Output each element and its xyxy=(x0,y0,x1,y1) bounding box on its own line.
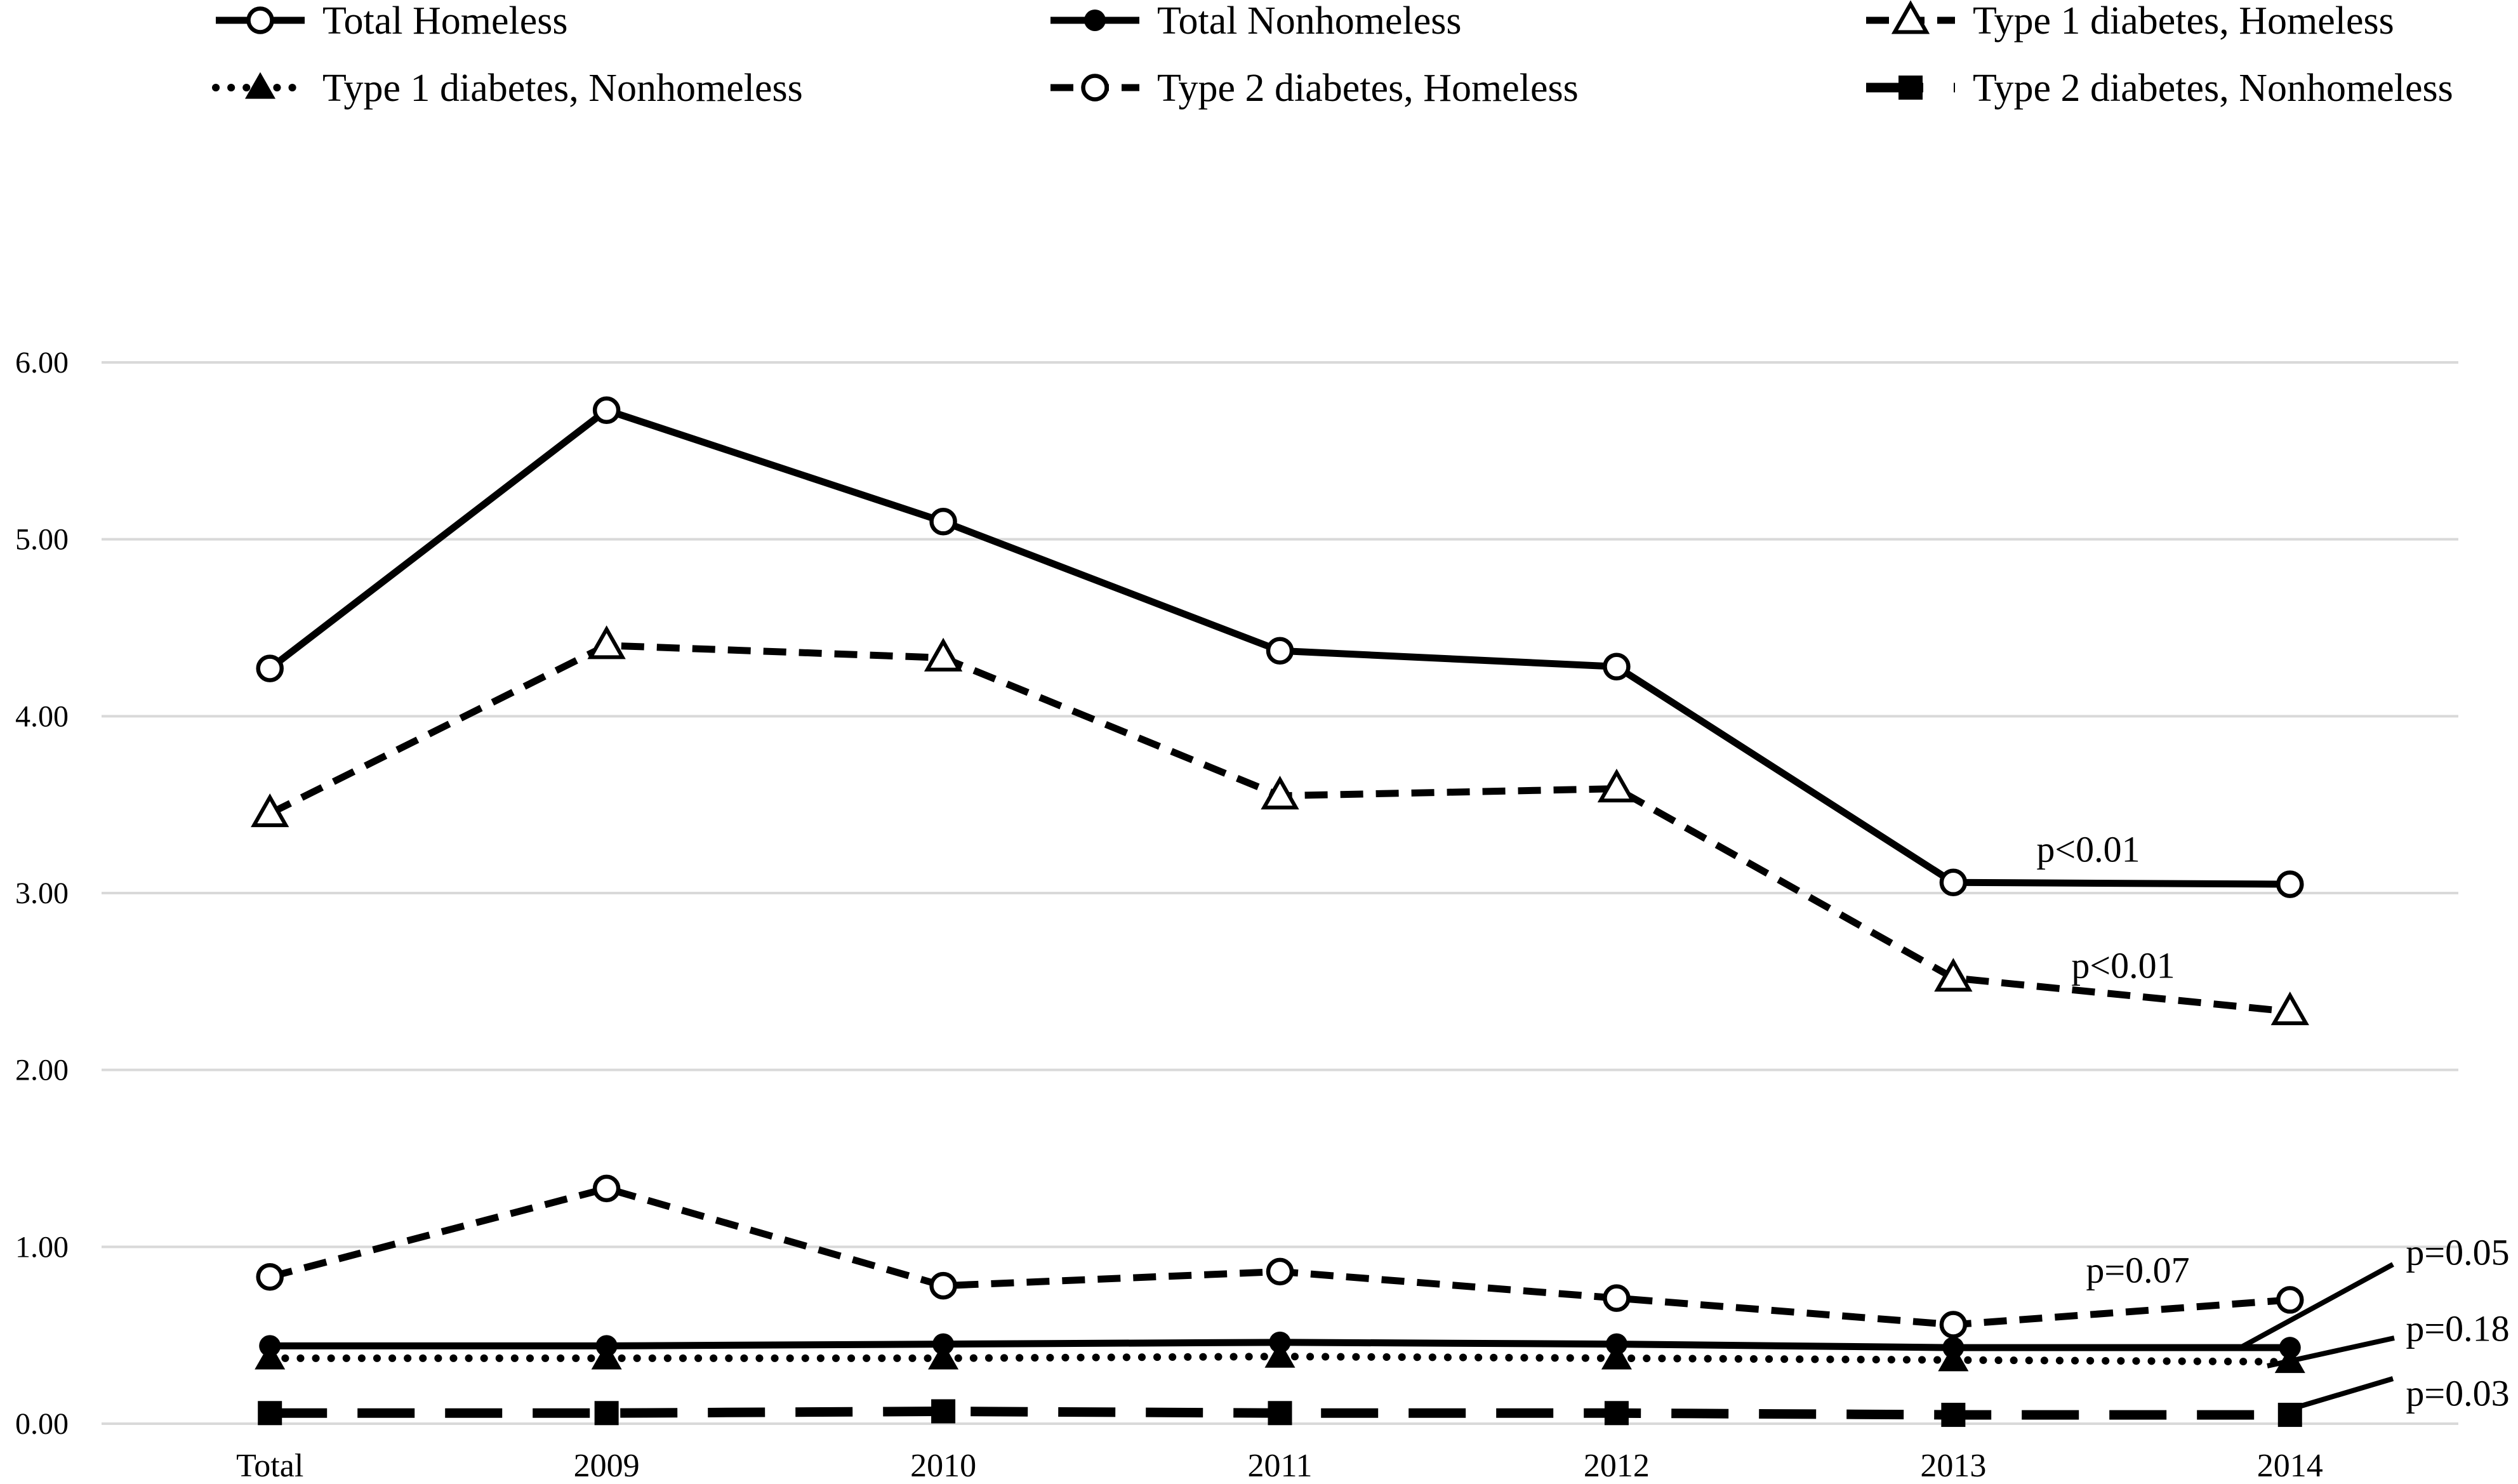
marker-type-2-diabetes-homeless xyxy=(1939,1311,1968,1339)
marker-type-1-diabetes-homeless xyxy=(1597,768,1636,803)
marker-total-nonhomeless xyxy=(595,1335,618,1357)
legend-label-type-1-diabetes-homeless: Type 1 diabetes, Homeless xyxy=(1973,0,2394,43)
annotation-type-2-diabetes-nonhomeless: p=0.03 xyxy=(2406,1372,2509,1414)
marker-type-2-diabetes-homeless xyxy=(1266,1257,1294,1286)
marker-type-1-diabetes-homeless xyxy=(924,637,963,672)
marker-type-1-diabetes-homeless xyxy=(1261,776,1299,810)
marker-type-1-diabetes-nonhomeless xyxy=(1601,1342,1632,1370)
marker-type-1-diabetes-homeless xyxy=(587,625,626,659)
marker-type-2-diabetes-nonhomeless xyxy=(931,1399,956,1424)
y-tick-label: 5.00 xyxy=(15,523,69,557)
legend-item-type-2-diabetes-homeless: Type 2 diabetes, Homeless xyxy=(1050,67,1579,110)
legend-item-type-2-diabetes-nonhomeless: Type 2 diabetes, Nonhomeless xyxy=(1866,67,2453,110)
marker-total-nonhomeless xyxy=(1269,1331,1291,1353)
legend-label-type-2-diabetes-nonhomeless: Type 2 diabetes, Nonhomeless xyxy=(1973,67,2453,110)
x-tick-label: 2013 xyxy=(1920,1448,1986,1484)
x-tick-label: 2014 xyxy=(2257,1448,2323,1484)
marker-total-homeless xyxy=(1603,653,1631,681)
legend-marker-type-1-diabetes-nonhomeless xyxy=(245,72,275,99)
marker-total-nonhomeless xyxy=(1605,1333,1627,1355)
y-tick-label: 1.00 xyxy=(15,1230,69,1264)
marker-type-2-diabetes-nonhomeless xyxy=(594,1401,619,1426)
legend-label-total-homeless: Total Homeless xyxy=(322,0,568,43)
x-tick-label: 2010 xyxy=(910,1448,976,1484)
marker-type-2-diabetes-nonhomeless xyxy=(1268,1401,1292,1426)
marker-type-1-diabetes-homeless xyxy=(2270,991,2309,1026)
marker-type-2-diabetes-homeless xyxy=(2276,1286,2304,1314)
x-tick-label: Total xyxy=(236,1448,303,1484)
x-axis-tick-labels: Total 2009 2010 2011 2012 2013 2014 xyxy=(236,1448,2323,1484)
marker-total-nonhomeless xyxy=(932,1333,955,1355)
marker-total-homeless xyxy=(1266,637,1294,665)
annotations: p<0.01 p<0.01 p=0.07 p=0.05 p=0.18 p=0.03 xyxy=(2036,828,2509,1414)
marker-type-1-diabetes-nonhomeless xyxy=(928,1342,959,1370)
marker-total-homeless xyxy=(929,508,957,536)
marker-total-homeless xyxy=(1939,868,1968,897)
marker-type-2-diabetes-homeless xyxy=(929,1271,957,1300)
marker-total-homeless xyxy=(592,396,621,424)
legend-marker-total-homeless xyxy=(246,6,274,34)
marker-type-2-diabetes-nonhomeless xyxy=(2277,1403,2302,1428)
annotation-type-1-diabetes-homeless: p<0.01 xyxy=(2071,944,2175,986)
marker-type-2-diabetes-nonhomeless xyxy=(258,1401,282,1426)
x-tick-label: 2012 xyxy=(1584,1448,1650,1484)
marker-total-homeless xyxy=(2276,870,2304,898)
series-line-type-1-diabetes-homeless xyxy=(268,642,2291,1016)
legend-item-type-1-diabetes-homeless: Type 1 diabetes, Homeless xyxy=(1866,0,2394,43)
leader-line-type-2-diabetes-nonhomeless xyxy=(2285,1376,2394,1413)
legend-marker-total-nonhomeless xyxy=(1084,10,1106,31)
marker-type-2-diabetes-homeless xyxy=(256,1262,284,1291)
y-axis-tick-labels: 0.00 1.00 2.00 3.00 4.00 5.00 6.00 xyxy=(15,346,69,1441)
y-tick-label: 4.00 xyxy=(15,699,69,733)
legend-item-total-homeless: Total Homeless xyxy=(216,0,568,43)
marker-type-2-diabetes-homeless xyxy=(592,1174,621,1203)
marker-type-1-diabetes-homeless xyxy=(1934,958,1973,992)
marker-type-2-diabetes-nonhomeless xyxy=(1941,1403,1966,1428)
y-tick-label: 3.00 xyxy=(15,877,69,910)
marker-total-homeless xyxy=(256,654,284,682)
series-markers xyxy=(251,396,2309,1428)
legend-label-total-nonhomeless: Total Nonhomeless xyxy=(1157,0,1462,43)
legend-label-type-1-diabetes-nonhomeless: Type 1 diabetes, Nonhomeless xyxy=(322,67,803,110)
y-tick-label: 6.00 xyxy=(15,346,69,380)
marker-total-nonhomeless xyxy=(1942,1337,1965,1359)
legend-label-type-2-diabetes-homeless: Type 2 diabetes, Homeless xyxy=(1157,67,1579,110)
series-line-type-2-diabetes-homeless xyxy=(268,1184,2291,1328)
marker-type-2-diabetes-homeless xyxy=(1603,1284,1631,1312)
annotation-type-2-diabetes-homeless: p=0.07 xyxy=(2086,1249,2189,1290)
annotation-leader-lines xyxy=(2238,1262,2395,1413)
marker-type-1-diabetes-nonhomeless xyxy=(2274,1346,2305,1374)
y-tick-label: 0.00 xyxy=(15,1407,69,1441)
legend: Total Homeless Total Nonhomeless Type 1 di… xyxy=(212,0,2453,110)
legend-item-total-nonhomeless: Total Nonhomeless xyxy=(1050,0,1462,43)
annotation-type-1-diabetes-nonhomeless: p=0.18 xyxy=(2406,1308,2509,1349)
marker-total-nonhomeless xyxy=(259,1335,281,1357)
annotation-total-homeless: p<0.01 xyxy=(2036,828,2140,870)
marker-type-1-diabetes-nonhomeless xyxy=(1264,1341,1295,1368)
annotation-total-nonhomeless: p=0.05 xyxy=(2406,1231,2509,1273)
legend-marker-type-1-diabetes-homeless xyxy=(1891,0,1930,34)
marker-total-nonhomeless xyxy=(2279,1337,2301,1359)
legend-marker-type-2-diabetes-homeless xyxy=(1081,74,1109,102)
x-tick-label: 2009 xyxy=(574,1448,640,1484)
leader-line-total-nonhomeless xyxy=(2238,1262,2394,1351)
x-tick-label: 2011 xyxy=(1247,1448,1312,1484)
legend-item-type-1-diabetes-nonhomeless: Type 1 diabetes, Nonhomeless xyxy=(212,67,803,110)
marker-type-1-diabetes-homeless xyxy=(251,793,289,828)
legend-marker-type-2-diabetes-nonhomeless xyxy=(1898,76,1923,100)
marker-type-2-diabetes-nonhomeless xyxy=(1604,1401,1629,1426)
gridlines xyxy=(102,361,2458,1425)
y-tick-label: 2.00 xyxy=(15,1054,69,1087)
